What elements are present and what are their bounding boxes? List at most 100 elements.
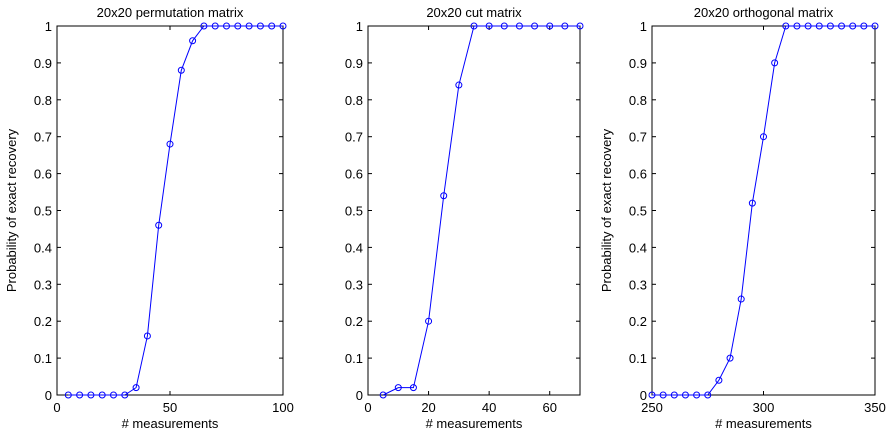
data-point xyxy=(211,22,219,30)
data-point xyxy=(737,295,745,303)
y-tick-label: 0.2 xyxy=(34,314,52,329)
data-point xyxy=(155,221,163,229)
plot-area xyxy=(367,25,581,396)
data-point xyxy=(440,192,448,200)
data-point xyxy=(485,22,493,30)
y-tick-label: 0.8 xyxy=(34,93,52,108)
data-point xyxy=(804,22,812,30)
y-tick-label: 0.2 xyxy=(345,314,363,329)
data-point xyxy=(110,391,117,399)
y-tick-label: 0 xyxy=(640,388,647,403)
y-tick-label: 0 xyxy=(45,388,52,403)
data-point xyxy=(793,22,801,30)
y-tick-label: 1 xyxy=(45,19,52,34)
plot-area xyxy=(56,25,284,396)
y-tick-label: 0.3 xyxy=(345,277,363,292)
data-point xyxy=(546,22,554,30)
data-point xyxy=(704,391,712,399)
y-tick-label: 0.4 xyxy=(629,240,647,255)
data-point xyxy=(748,199,756,207)
x-tick-label: 60 xyxy=(542,400,556,415)
data-point xyxy=(200,22,208,30)
data-point xyxy=(64,391,72,399)
data-point xyxy=(189,37,197,45)
y-tick-label: 0.1 xyxy=(629,351,647,366)
chart-title: 20x20 permutation matrix xyxy=(97,5,244,20)
y-tick-label: 0.3 xyxy=(629,277,647,292)
data-point xyxy=(515,22,523,30)
data-point xyxy=(268,22,276,30)
data-point xyxy=(681,391,689,399)
y-tick-label: 0.9 xyxy=(34,56,52,71)
x-tick-label: 350 xyxy=(864,400,886,415)
data-point xyxy=(279,22,287,30)
data-point xyxy=(394,384,402,392)
data-point xyxy=(726,354,734,362)
data-point xyxy=(409,384,417,392)
data-point xyxy=(256,22,264,30)
y-tick-label: 0.6 xyxy=(629,167,647,182)
y-tick-label: 0.5 xyxy=(345,204,363,219)
y-tick-label: 0.1 xyxy=(34,351,52,366)
y-tick-label: 0.3 xyxy=(34,277,52,292)
x-tick-label: 300 xyxy=(753,400,775,415)
y-tick-label: 1 xyxy=(640,19,647,34)
y-axis-label: Probability of exact recovery xyxy=(599,128,614,292)
data-point xyxy=(245,22,253,30)
x-tick-label: 100 xyxy=(272,400,294,415)
y-tick-label: 0.6 xyxy=(345,167,363,182)
data-point xyxy=(826,22,834,30)
data-point xyxy=(576,22,584,30)
chart-panel-2: 0 0.1 0.2 0.3 0.4 0.5 0.6 0.7 0.8 0.9 1 0 20 40 60 20x2… xyxy=(345,5,584,431)
data-point xyxy=(425,317,433,325)
y-tick-label: 0.6 xyxy=(34,167,52,182)
x-axis-label: # measurements xyxy=(122,416,219,431)
y-tick-label: 0.7 xyxy=(34,130,52,145)
x-tick-label: 0 xyxy=(364,400,371,415)
y-tick-label: 0.4 xyxy=(34,240,52,255)
y-tick-label: 0.8 xyxy=(345,93,363,108)
data-point xyxy=(379,391,387,399)
data-point xyxy=(166,140,174,148)
y-tick-label: 0.7 xyxy=(345,130,363,145)
data-point xyxy=(234,22,242,30)
y-tick-label: 0.7 xyxy=(629,130,647,145)
data-point xyxy=(87,391,95,399)
x-tick-label: 250 xyxy=(641,400,663,415)
plot-area xyxy=(651,25,876,396)
data-point xyxy=(715,376,723,384)
data-point xyxy=(98,391,106,399)
x-axis-label: # measurements xyxy=(715,416,812,431)
data-point xyxy=(693,391,701,399)
series-line xyxy=(652,25,875,396)
chart-title: 20x20 orthogonal matrix xyxy=(694,5,834,20)
data-point xyxy=(760,133,767,141)
y-tick-label: 0.9 xyxy=(629,56,647,71)
y-tick-label: 0.2 xyxy=(629,314,647,329)
x-tick-label: 0 xyxy=(53,400,60,415)
data-point xyxy=(860,22,868,30)
data-point xyxy=(771,59,779,67)
data-point xyxy=(648,391,656,399)
data-point xyxy=(500,22,508,30)
y-tick-label: 0.5 xyxy=(629,204,647,219)
y-axis-label: Probability of exact recovery xyxy=(4,128,19,292)
data-point xyxy=(871,22,879,30)
y-tick-label: 0.8 xyxy=(629,93,647,108)
data-point xyxy=(470,22,478,30)
y-tick-label: 0 xyxy=(356,388,363,403)
chart-panel-1: 0 0.1 0.2 0.3 0.4 0.5 0.6 0.7 0.8 0.9 1 0 50 100 20x20… xyxy=(4,5,294,431)
x-tick-label: 40 xyxy=(482,400,496,415)
y-tick-label: 0.4 xyxy=(345,240,363,255)
data-point xyxy=(849,22,857,30)
y-tick-label: 0.9 xyxy=(345,56,363,71)
data-point xyxy=(838,22,846,30)
x-tick-label: 20 xyxy=(421,400,435,415)
data-point xyxy=(143,332,151,340)
data-point xyxy=(177,66,185,74)
chart-title: 20x20 cut matrix xyxy=(426,5,522,20)
data-point xyxy=(76,391,84,399)
data-point xyxy=(561,22,569,30)
data-point xyxy=(132,384,140,392)
